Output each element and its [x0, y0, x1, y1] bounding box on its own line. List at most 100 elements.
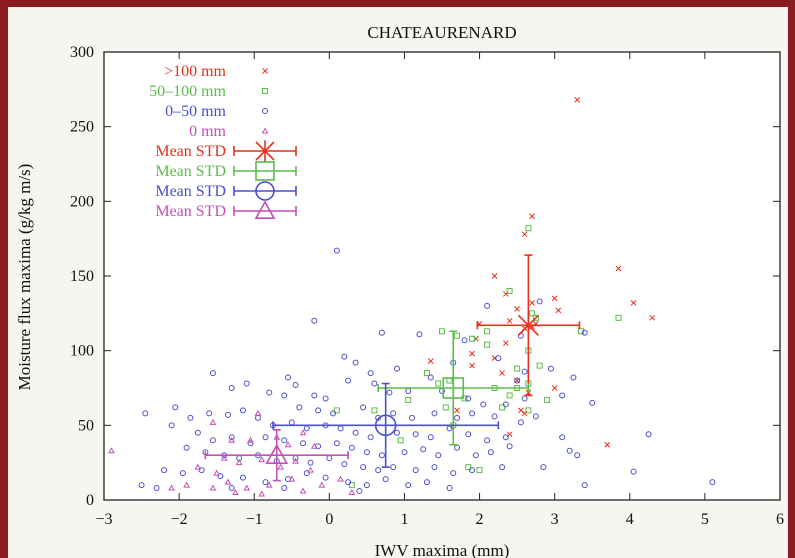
data-point	[393, 429, 400, 436]
y-axis-label: Moisture flux maxima (g/kg m/s)	[15, 164, 34, 391]
data-point	[281, 437, 288, 444]
legend-mean-marker	[254, 200, 276, 219]
data-point	[502, 434, 509, 441]
y-tick-label: 300	[70, 44, 94, 61]
data-point	[435, 380, 442, 387]
data-point	[296, 404, 303, 411]
data-point	[307, 466, 314, 473]
data-point	[393, 365, 400, 372]
data-point	[495, 355, 502, 362]
data-point	[265, 481, 273, 488]
data-point	[228, 485, 235, 492]
data-point	[604, 441, 611, 448]
data-point	[536, 362, 543, 369]
x-tick-label: 4	[626, 511, 634, 528]
data-point	[341, 353, 348, 360]
data-point	[360, 404, 367, 411]
data-point	[529, 300, 535, 306]
data-point	[284, 441, 292, 448]
data-point	[292, 457, 299, 464]
data-point	[311, 392, 318, 399]
data-point	[518, 407, 524, 414]
data-point	[559, 392, 566, 399]
data-point	[487, 449, 494, 456]
data-point	[581, 482, 588, 489]
data-point	[310, 442, 318, 449]
data-point	[645, 431, 652, 438]
data-point	[300, 440, 307, 447]
data-point	[506, 443, 513, 450]
data-point	[405, 482, 412, 489]
x-tick-label: 0	[325, 511, 333, 528]
data-point	[183, 444, 190, 451]
legend-marker	[261, 127, 269, 134]
data-point	[235, 459, 243, 466]
y-tick-label: 100	[70, 343, 94, 360]
data-point	[431, 464, 438, 471]
data-point	[371, 380, 378, 387]
data-point	[469, 362, 475, 369]
data-point	[465, 395, 472, 402]
data-point	[484, 341, 491, 348]
data-point	[363, 482, 370, 489]
data-point	[348, 482, 355, 489]
data-point	[465, 431, 472, 438]
data-point	[348, 444, 355, 451]
data-point	[514, 365, 521, 372]
data-point	[615, 265, 622, 272]
data-point	[299, 429, 307, 436]
data-point	[243, 484, 251, 491]
data-point	[375, 467, 382, 474]
data-point	[213, 469, 221, 476]
data-point	[529, 310, 536, 317]
data-point	[194, 429, 201, 436]
legend-label: 0 mm	[189, 123, 226, 140]
mean-marker	[265, 443, 289, 465]
legend-errorbar	[233, 186, 297, 196]
data-point	[378, 329, 385, 336]
y-tick-label: 50	[78, 417, 94, 434]
data-point	[198, 467, 205, 474]
data-point	[525, 225, 532, 232]
data-point	[378, 452, 385, 459]
legend-label: 50–100 mm	[149, 83, 226, 100]
data-point	[454, 407, 460, 414]
x-tick-label: −1	[246, 511, 263, 528]
data-point	[228, 385, 235, 391]
data-point	[303, 470, 310, 477]
data-point	[574, 96, 581, 103]
data-point	[454, 414, 461, 421]
data-point	[311, 317, 318, 324]
data-point	[525, 407, 532, 414]
data-point	[540, 464, 547, 471]
x-tick-label: 5	[701, 511, 709, 528]
data-point	[491, 273, 498, 279]
data-point	[427, 358, 434, 364]
data-point	[502, 340, 509, 347]
data-point	[439, 328, 445, 335]
data-point	[367, 434, 374, 441]
data-point	[254, 409, 262, 416]
data-point	[615, 314, 622, 321]
legend-label: Mean STD	[155, 163, 226, 180]
data-point	[532, 314, 539, 321]
data-point	[435, 452, 442, 459]
data-point	[224, 478, 232, 485]
data-point	[589, 399, 596, 406]
legend-label: Mean STD	[155, 203, 226, 220]
data-point	[299, 487, 307, 494]
y-tick-label: 0	[86, 492, 94, 509]
data-point	[536, 298, 543, 305]
data-point	[333, 407, 340, 414]
data-point	[484, 328, 491, 335]
data-point	[142, 410, 149, 417]
legend-label: Mean STD	[155, 183, 226, 200]
x-tick-label: 3	[551, 511, 559, 528]
data-point	[397, 437, 404, 444]
data-point	[356, 488, 363, 495]
data-point	[239, 407, 246, 414]
data-point	[517, 419, 524, 426]
data-point	[427, 434, 434, 441]
data-point	[408, 414, 415, 421]
mean-marker	[442, 377, 465, 399]
